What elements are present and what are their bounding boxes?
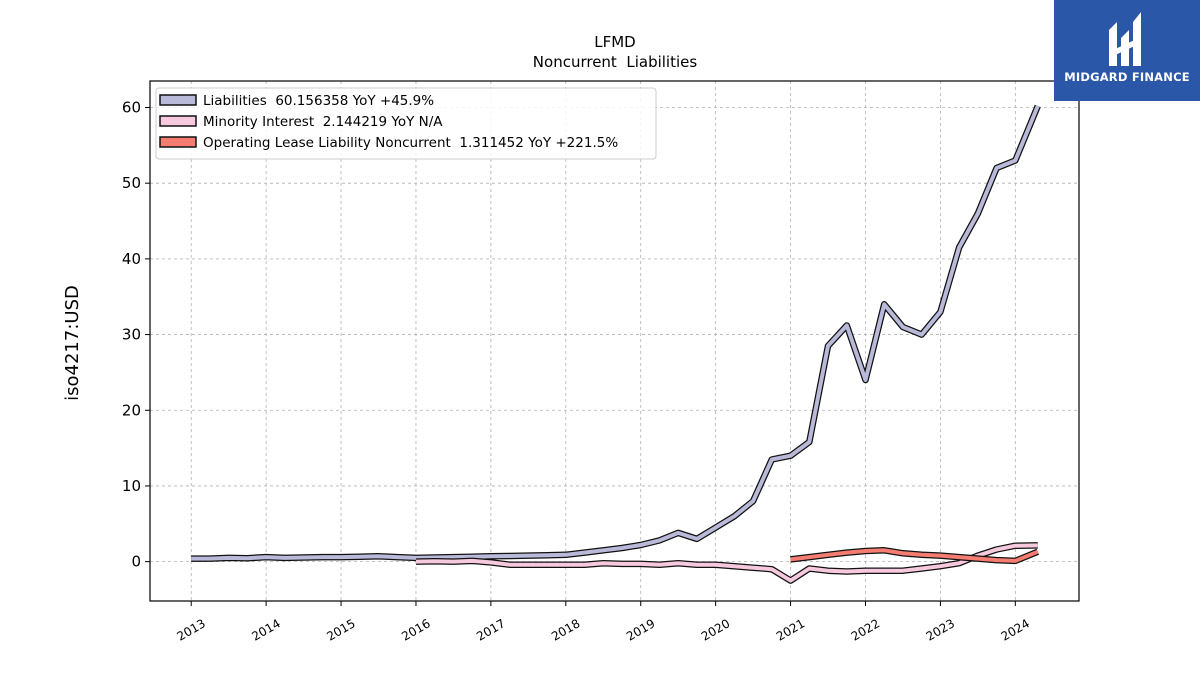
series-line <box>415 543 1038 583</box>
x-tick-label: 2020 <box>699 616 732 643</box>
series-line <box>191 105 1040 561</box>
y-tick-label: 0 <box>131 553 141 571</box>
series-layer <box>191 104 1041 584</box>
y-tick-label: 20 <box>122 401 141 419</box>
y-axis-label: iso4217:USD <box>62 285 83 401</box>
legend-swatch <box>159 136 197 148</box>
y-tick-label: 30 <box>122 326 141 344</box>
x-tick-label: 2014 <box>249 616 282 643</box>
x-tick-label: 2022 <box>849 616 882 643</box>
x-tick-label: 2017 <box>474 616 507 643</box>
legend-label: Liabilities 60.156358 YoY +45.9% <box>203 93 434 109</box>
series-line <box>790 548 1039 563</box>
plot-frame <box>149 80 1080 602</box>
midgard-logo-icon <box>1109 12 1141 66</box>
x-tick-label: 2015 <box>324 616 357 643</box>
brand-logo: MIDGARD FINANCE <box>1054 0 1200 101</box>
x-tick-label: 2016 <box>399 616 432 643</box>
x-tick-label: 2013 <box>174 616 207 643</box>
legend-label: Operating Lease Liability Noncurrent 1.3… <box>203 135 618 151</box>
chart-subtitle: Noncurrent Liabilities <box>533 53 698 71</box>
chart-title: LFMD <box>594 33 635 51</box>
y-tick-label: 60 <box>122 98 141 116</box>
legend-box <box>155 87 657 160</box>
x-tick-label: 2019 <box>624 616 657 643</box>
legend-label: Minority Interest 2.144219 YoY N/A <box>203 114 443 130</box>
x-tick-label: 2021 <box>774 616 807 643</box>
y-tick-label: 40 <box>122 250 141 268</box>
legend-swatch <box>159 94 197 106</box>
grid-lines <box>150 81 1079 601</box>
x-tick-label: 2018 <box>549 616 582 643</box>
x-tick-label: 2023 <box>924 616 957 643</box>
y-tick-label: 10 <box>122 477 141 495</box>
legend: Liabilities 60.156358 YoY +45.9% Minority… <box>155 87 657 160</box>
y-tick-label: 50 <box>122 174 141 192</box>
x-tick-label: 2024 <box>999 616 1032 643</box>
brand-name: MIDGARD FINANCE <box>1064 70 1190 84</box>
legend-swatch <box>159 115 197 127</box>
